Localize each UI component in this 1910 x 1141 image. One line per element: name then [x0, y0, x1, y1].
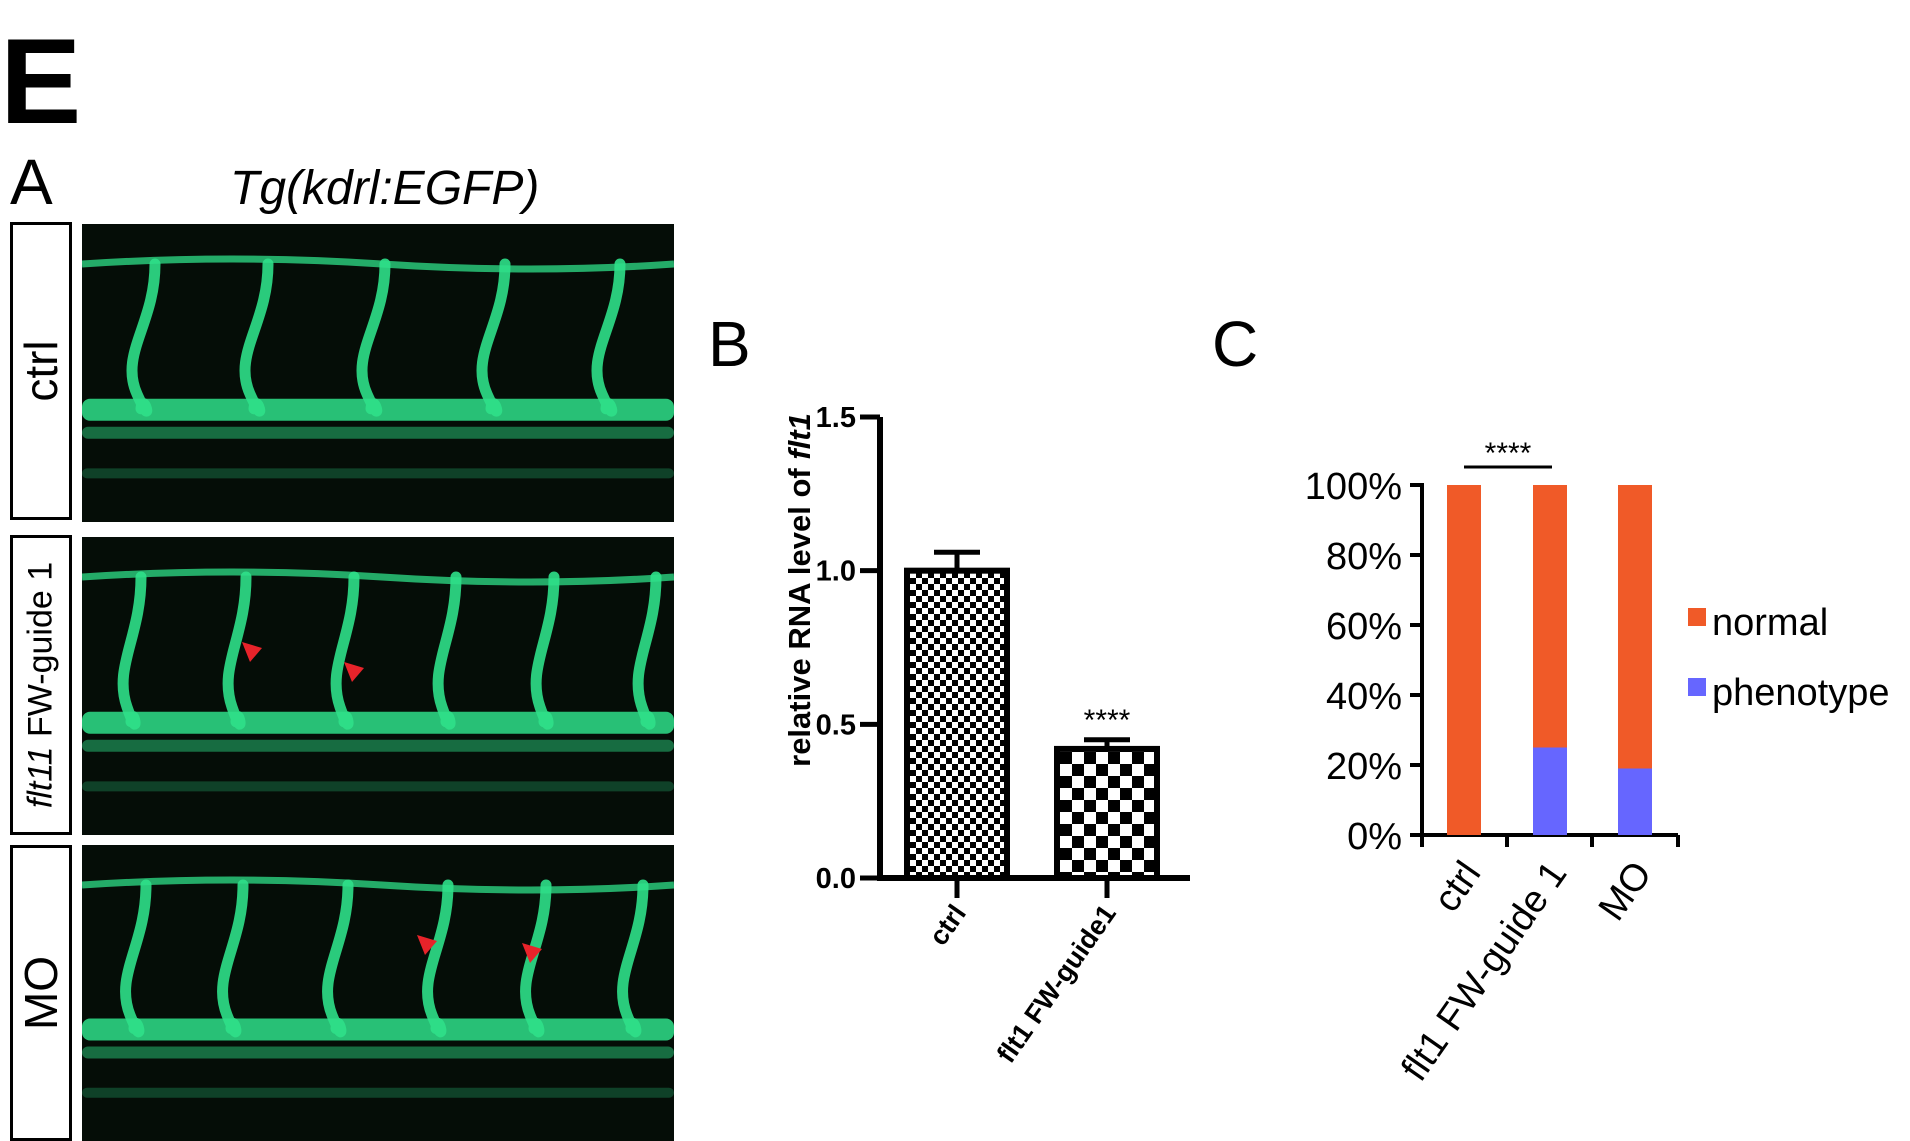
legend-swatch-normal	[1688, 608, 1706, 626]
panel-a-label: A	[10, 146, 53, 218]
intersegmental-vessel	[617, 879, 649, 1038]
panel-c-ytick-label: 60%	[1326, 606, 1402, 648]
legend-label-normal: normal	[1712, 602, 1828, 644]
dorsal-aorta	[82, 398, 674, 421]
panel-b-significance: ****	[1084, 704, 1131, 737]
panel-c-bar-normal	[1533, 485, 1567, 748]
panel-c-bar-normal	[1447, 485, 1481, 835]
row-label-box-ctrl: ctrl	[10, 222, 72, 520]
intersegmental-vessel	[217, 879, 249, 1038]
intersegmental-vessel	[330, 571, 360, 730]
arrowhead-icon	[417, 935, 437, 955]
panel-b-xtick-label: flt1 FW-guide1	[991, 899, 1122, 1068]
panel-b-ytick-label: 1.0	[816, 556, 856, 588]
panel-b-ytick-label: 0.5	[816, 709, 856, 741]
figure-label: E	[0, 13, 82, 149]
panel-c-bar-phenotype	[1618, 768, 1652, 835]
vessel-image-guide	[82, 568, 674, 792]
ventral-vessel	[82, 781, 674, 792]
intersegmental-vessel	[356, 258, 391, 417]
panel-b-bar	[904, 567, 1010, 882]
row-label-guide-gene: flt11	[21, 746, 60, 809]
intersegmental-vessel	[120, 879, 152, 1038]
panel-c-xtick-label: ctrl	[1426, 854, 1489, 920]
panel-b-bar	[1054, 745, 1160, 882]
dorsal-vessel	[82, 568, 674, 586]
row-label-box-mo: MO	[10, 845, 72, 1141]
micrograph-guide	[82, 537, 674, 835]
ventral-vessel	[82, 468, 674, 479]
row-label-box-guide: flt11 FW-guide 1	[10, 535, 72, 835]
panel-c-ytick-label: 40%	[1326, 676, 1402, 718]
panel-b-ylabel-gene: flt1	[782, 413, 817, 460]
dorsal-aorta	[82, 1018, 674, 1041]
legend-swatch-phenotype	[1688, 678, 1706, 696]
micrograph-mo	[82, 845, 674, 1141]
panel-c-bar-phenotype	[1533, 747, 1567, 835]
intersegmental-vessel	[432, 571, 462, 730]
panel-b-ylabel: relative RNA level of flt1	[782, 413, 817, 767]
intersegmental-vessel	[239, 258, 274, 417]
vessel-image-ctrl	[82, 255, 674, 479]
cardinal-vein	[82, 1046, 674, 1059]
panel-c-ytick-label: 80%	[1326, 536, 1402, 578]
intersegmental-vessel	[126, 258, 161, 417]
panel-c-ytick-label: 20%	[1326, 746, 1402, 788]
panel-c-ytick-label: 100%	[1305, 466, 1402, 508]
dorsal-vessel	[82, 255, 674, 273]
arrowhead-icon	[344, 662, 364, 682]
dorsal-aorta	[82, 711, 674, 734]
intersegmental-vessel	[591, 258, 626, 417]
row-label-mo: MO	[15, 955, 67, 1031]
intersegmental-vessel	[422, 879, 454, 1038]
intersegmental-vessel	[322, 879, 354, 1038]
panel-b-ylabel-prefix: relative RNA level of	[782, 460, 817, 767]
cardinal-vein	[82, 426, 674, 439]
row-label-guide-rest: FW-guide 1	[21, 561, 60, 747]
arrowhead-icon	[242, 642, 262, 662]
row-label-ctrl: ctrl	[15, 340, 67, 402]
dorsal-vessel	[82, 876, 674, 894]
panel-c-xtick-label: flt1 FW-guide 1	[1394, 854, 1576, 1089]
vessel-image-mo	[82, 876, 674, 1098]
intersegmental-vessel	[222, 571, 252, 730]
panel-b-ytick-label: 1.5	[816, 402, 856, 434]
panel-b-chart: relative RNA level of flt1 0.0 0.5 1.0 1.5 c…	[782, 402, 1190, 1068]
panel-c-label: C	[1212, 308, 1259, 380]
panel-a-title: Tg(kdrl:EGFP)	[230, 162, 540, 215]
intersegmental-vessel	[117, 571, 147, 730]
cardinal-vein	[82, 739, 674, 752]
intersegmental-vessel	[632, 571, 662, 730]
intersegmental-vessel	[530, 571, 560, 730]
row-label-guide: flt11 FW-guide 1	[22, 562, 61, 808]
panel-b-ytick-label: 0.0	[816, 863, 856, 895]
panel-c-xtick-label: MO	[1591, 854, 1661, 928]
intersegmental-vessel	[476, 258, 511, 417]
panel-b-xtick-label: ctrl	[923, 899, 972, 951]
panel-b-label: B	[708, 308, 751, 380]
panel-c-significance: ****	[1485, 437, 1532, 470]
ventral-vessel	[82, 1087, 674, 1098]
legend-label-phenotype: phenotype	[1712, 672, 1890, 714]
micrograph-ctrl	[82, 224, 674, 522]
panel-c-bar-normal	[1618, 485, 1652, 769]
arrowhead-icon	[522, 943, 542, 963]
panel-c-ytick-label: 0%	[1347, 816, 1402, 858]
